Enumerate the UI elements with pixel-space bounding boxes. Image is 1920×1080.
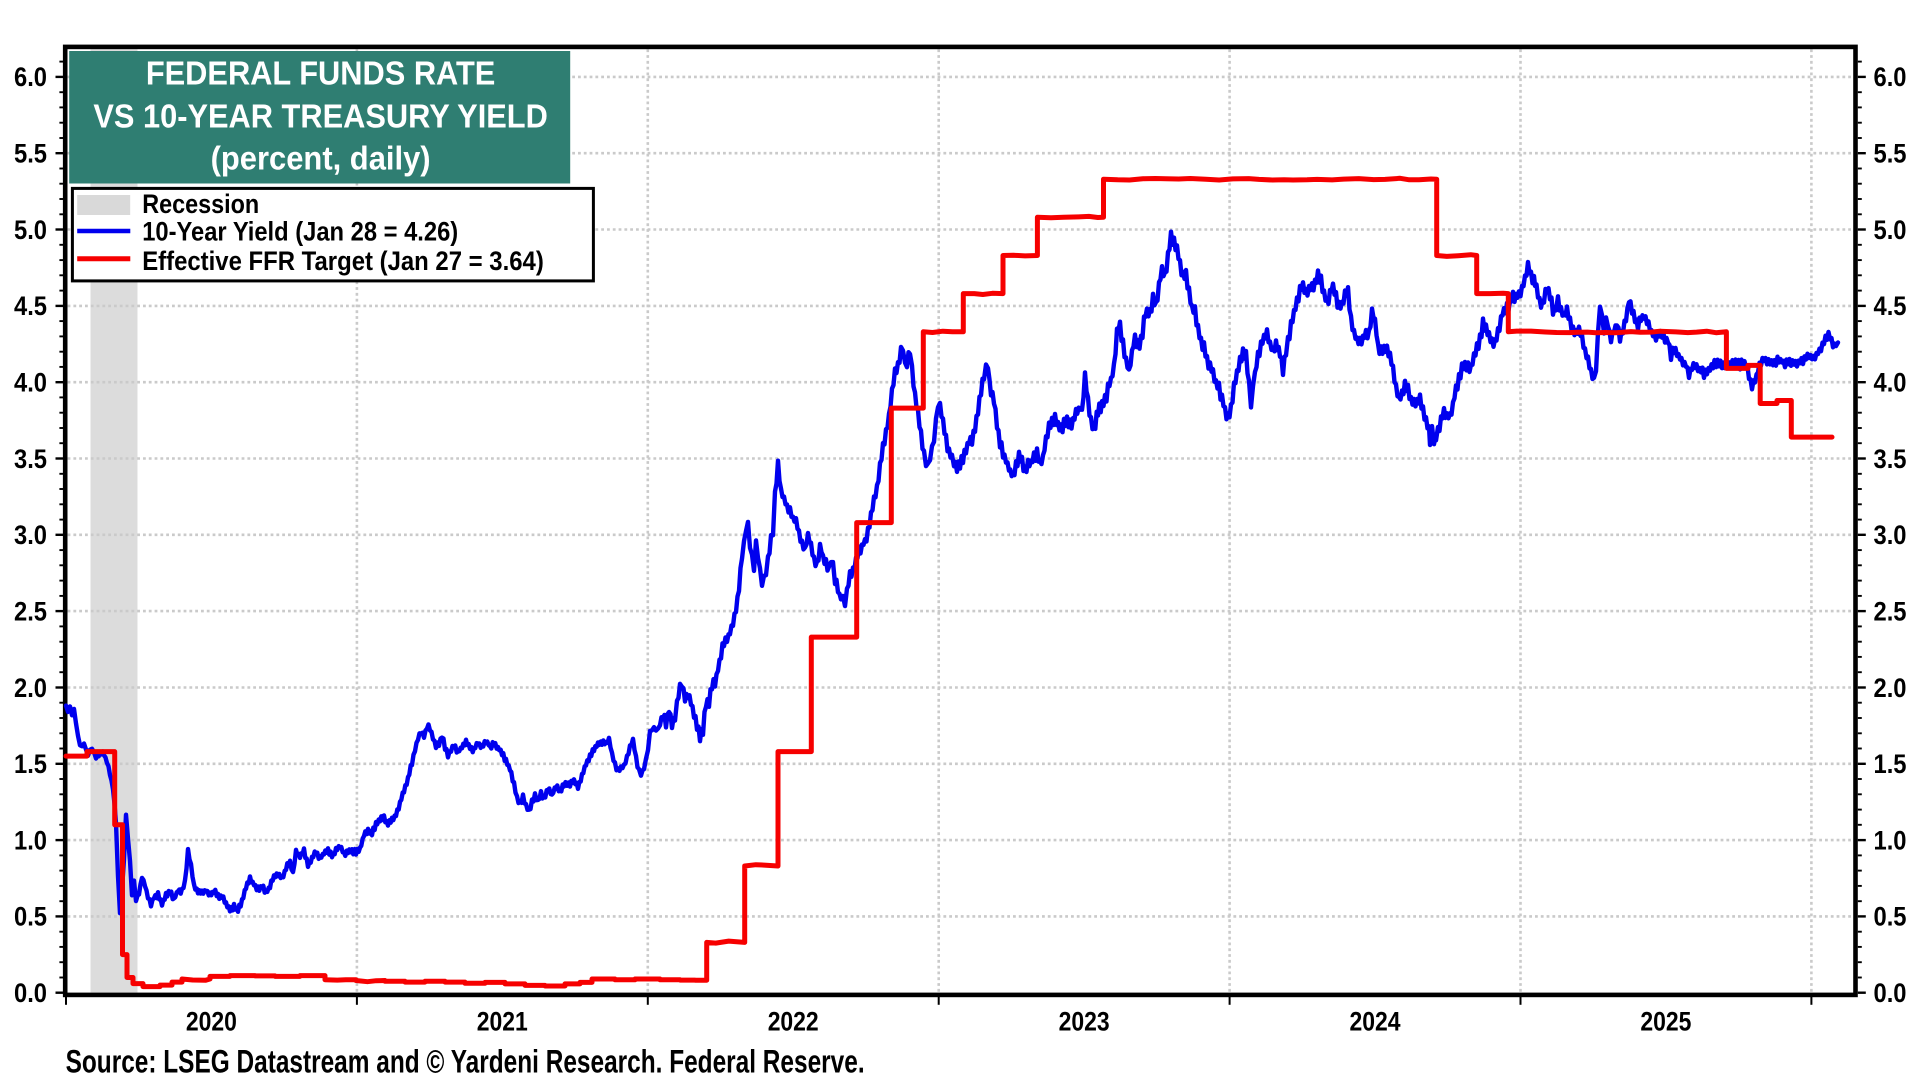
svg-text:Effective FFR Target (Jan 27 =: Effective FFR Target (Jan 27 = 3.64): [142, 246, 544, 276]
svg-text:1.0: 1.0: [14, 825, 47, 855]
svg-text:2023: 2023: [1059, 1007, 1110, 1037]
svg-text:4.0: 4.0: [14, 368, 47, 398]
svg-text:5.5: 5.5: [14, 139, 47, 169]
svg-text:4.5: 4.5: [14, 291, 47, 321]
svg-text:2.5: 2.5: [1874, 596, 1907, 626]
svg-text:1.5: 1.5: [1874, 749, 1907, 779]
svg-text:2.5: 2.5: [14, 596, 47, 626]
svg-text:2.0: 2.0: [1874, 673, 1907, 703]
svg-text:3.5: 3.5: [1874, 444, 1907, 474]
svg-text:10-Year Yield (Jan 28 = 4.26): 10-Year Yield (Jan 28 = 4.26): [142, 217, 458, 247]
svg-text:0.0: 0.0: [1874, 978, 1907, 1008]
svg-text:0.5: 0.5: [1874, 902, 1907, 932]
svg-text:1.5: 1.5: [14, 749, 47, 779]
svg-text:Source: LSEG Datastream and ©: Source: LSEG Datastream and © Yardeni Re…: [66, 1043, 865, 1079]
svg-text:2025: 2025: [1640, 1007, 1691, 1037]
svg-text:0.5: 0.5: [14, 902, 47, 932]
svg-text:5.0: 5.0: [1874, 215, 1907, 245]
svg-text:FEDERAL FUNDS RATE: FEDERAL FUNDS RATE: [146, 55, 496, 92]
svg-text:2021: 2021: [477, 1007, 528, 1037]
svg-text:3.5: 3.5: [14, 444, 47, 474]
svg-text:6.0: 6.0: [14, 62, 47, 92]
svg-text:3.0: 3.0: [1874, 520, 1907, 550]
svg-text:3.0: 3.0: [14, 520, 47, 550]
svg-text:5.0: 5.0: [14, 215, 47, 245]
svg-text:2.0: 2.0: [14, 673, 47, 703]
svg-text:6.0: 6.0: [1874, 62, 1907, 92]
svg-text:VS 10-YEAR TREASURY YIELD: VS 10-YEAR TREASURY YIELD: [93, 97, 548, 134]
svg-text:2020: 2020: [186, 1007, 237, 1037]
svg-text:2022: 2022: [768, 1007, 819, 1037]
svg-text:1.0: 1.0: [1874, 825, 1907, 855]
svg-text:0.0: 0.0: [14, 978, 47, 1008]
svg-text:5.5: 5.5: [1874, 139, 1907, 169]
svg-text:Recession: Recession: [142, 189, 259, 219]
svg-text:4.5: 4.5: [1874, 291, 1907, 321]
svg-text:(percent, daily): (percent, daily): [211, 140, 431, 177]
svg-text:2024: 2024: [1350, 1007, 1401, 1037]
svg-text:4.0: 4.0: [1874, 368, 1907, 398]
